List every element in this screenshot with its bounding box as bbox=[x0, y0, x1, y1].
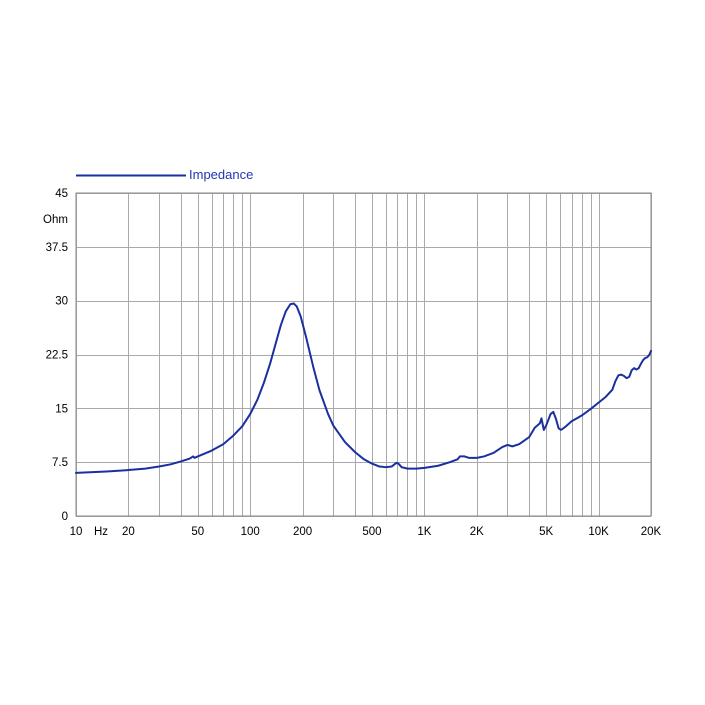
y-tick-label: 7.5 bbox=[52, 457, 68, 469]
y-tick-labels: 0 7.5 15 22.5 30 37.5 45 bbox=[46, 188, 68, 523]
impedance-series-line bbox=[75, 302, 652, 474]
x-tick-label: 500 bbox=[362, 526, 381, 538]
x-tick-label: 10K bbox=[588, 526, 609, 538]
x-tick-label: 200 bbox=[293, 526, 312, 538]
x-axis-unit-label: Hz bbox=[94, 526, 108, 538]
x-tick-label: 1K bbox=[417, 526, 431, 538]
y-tick-label: 0 bbox=[62, 511, 68, 523]
x-tick-label: 20 bbox=[122, 526, 135, 538]
legend: Impedance bbox=[76, 167, 253, 182]
y-tick-label: 22.5 bbox=[46, 350, 68, 362]
y-tick-label: 30 bbox=[55, 296, 68, 308]
series-group bbox=[75, 302, 652, 474]
x-tick-label: 50 bbox=[191, 526, 204, 538]
x-tick-label: 100 bbox=[241, 526, 260, 538]
y-tick-label: 45 bbox=[55, 188, 68, 200]
x-tick-label: 20K bbox=[641, 526, 662, 538]
y-tick-label: 15 bbox=[55, 403, 68, 415]
plot-frame bbox=[75, 192, 652, 517]
grid bbox=[76, 193, 652, 517]
x-tick-labels: 10 20 50 100 200 500 1K 2K 5K 10K 20K bbox=[70, 526, 662, 538]
x-tick-label: 10 bbox=[70, 526, 83, 538]
x-tick-label: 2K bbox=[470, 526, 484, 538]
y-axis-unit-label: Ohm bbox=[43, 214, 68, 226]
y-tick-label: 37.5 bbox=[46, 242, 68, 254]
legend-label: Impedance bbox=[189, 167, 253, 182]
x-tick-label: 5K bbox=[539, 526, 553, 538]
